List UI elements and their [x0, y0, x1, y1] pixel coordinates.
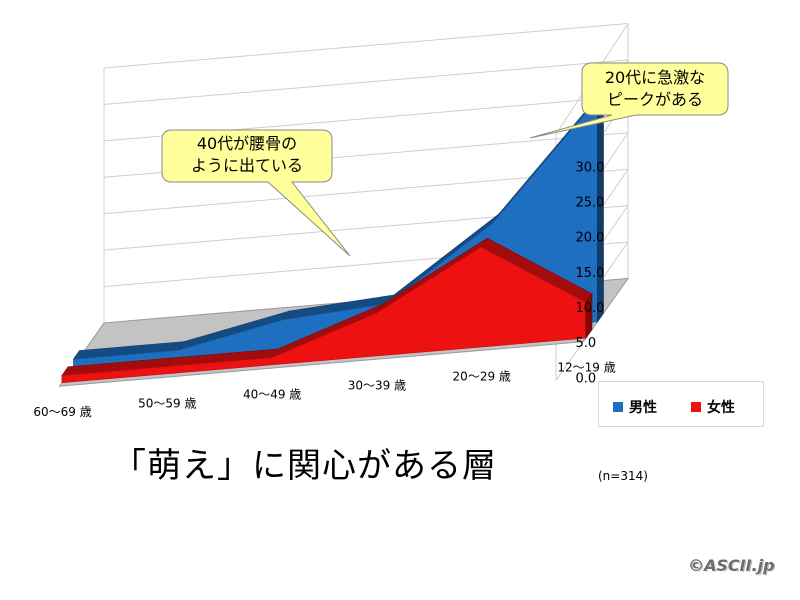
- callout-20s-line-2: ピークがある: [606, 90, 703, 109]
- chart-title: 「萌え」に関心がある層: [112, 446, 497, 486]
- x-axis-ticks: 60〜69 歳 50〜59 歳 40〜49 歳 30〜39 歳 20〜29 歳 12〜19…: [33, 361, 615, 420]
- y-tick-label: 20.0: [575, 231, 604, 246]
- y-tick-label: 30.0: [575, 160, 604, 175]
- callout-20s-line-1: 20代に急激な: [604, 68, 706, 87]
- x-tick-label: 12〜19 歳: [557, 361, 615, 375]
- back-wall-gridline: [103, 23, 629, 69]
- x-tick-label: 40〜49 歳: [243, 387, 301, 401]
- ascii-logo: ©ASCII.jp: [688, 556, 775, 575]
- legend-label-female: 女性: [707, 400, 735, 416]
- callout-40s: 40代が腰骨の ように出ている: [172, 133, 322, 177]
- y-tick-label: 10.0: [575, 301, 604, 316]
- back-wall-gridline: [103, 59, 629, 105]
- y-tick-label: 0.0: [575, 371, 596, 386]
- series-1-end-cap: [585, 292, 593, 340]
- legend-item-female: 女性: [691, 397, 735, 417]
- y-axis-ticks: 0.0 5.0 10.0 15.0 20.0 25.0 30.0: [575, 160, 604, 386]
- legend-swatch-male: [613, 402, 623, 412]
- x-tick-label: 20〜29 歳: [453, 370, 511, 384]
- callout-20s: 20代に急激な ピークがある: [586, 67, 724, 111]
- callout-40s-line-1: 40代が腰骨の: [196, 134, 298, 153]
- legend-item-male: 男性: [613, 397, 657, 417]
- y-tick-label: 15.0: [575, 266, 604, 281]
- sample-size-note: (n=314): [598, 469, 648, 483]
- callout-20s-bubble: [529, 62, 729, 139]
- x-tick-label: 50〜59 歳: [138, 396, 196, 410]
- series-1-face: [61, 246, 587, 384]
- x-tick-label: 60〜69 歳: [33, 405, 91, 419]
- callout-40s-bubble: [161, 129, 351, 257]
- callout-40s-line-2: ように出ている: [190, 156, 303, 175]
- legend-label-male: 男性: [629, 400, 657, 416]
- callout-layer: [161, 62, 729, 257]
- series-layer: [61, 88, 604, 384]
- legend-swatch-female: [691, 402, 701, 412]
- x-tick-label: 30〜39 歳: [348, 379, 406, 393]
- y-tick-label: 25.0: [575, 196, 604, 211]
- y-tick-label: 5.0: [575, 336, 596, 351]
- legend: 男性 女性: [598, 381, 764, 427]
